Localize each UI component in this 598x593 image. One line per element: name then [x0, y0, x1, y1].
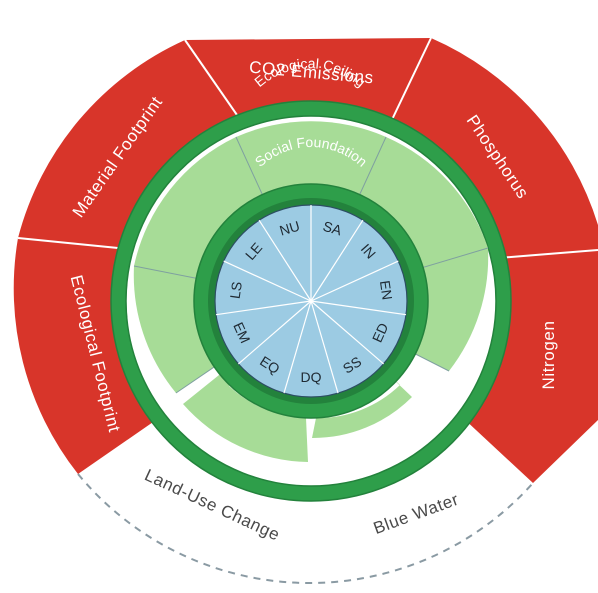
- overshoot-layer: [13, 37, 598, 584]
- overshoot-sector-material-footprint: [18, 40, 246, 248]
- sector-divider-2: [387, 37, 432, 129]
- boundary-label-nitrogen: Nitrogen: [539, 320, 558, 389]
- indicator-spoke: [223, 260, 312, 302]
- indicator-spoke: [310, 300, 384, 365]
- indicator-spoke: [310, 300, 407, 316]
- indicator-spoke: [310, 260, 399, 302]
- indicator-label-nu: NU: [278, 218, 302, 239]
- indicator-label-en: EN: [377, 279, 396, 301]
- overshoot-sector-ecological-footprint: [13, 238, 157, 474]
- indicator-spoke: [238, 300, 312, 365]
- safe-sector-land-use: [183, 301, 311, 462]
- overshoot-sector-nitrogen: [462, 250, 598, 483]
- sector-divider-1: [184, 39, 247, 129]
- indicator-spoke: [310, 300, 339, 394]
- safe-sector-blue-water: [311, 301, 412, 439]
- indicator-spoke: [215, 300, 312, 316]
- overshoot-sector-co2: [185, 38, 431, 128]
- sector-divider-3: [497, 249, 598, 259]
- indicator-spoke: [258, 219, 312, 302]
- indicator-label-ls: LS: [227, 281, 245, 300]
- indicator-spoke: [310, 219, 364, 302]
- indicator-label-ed: ED: [369, 320, 392, 344]
- indicator-label-em: EM: [230, 320, 253, 346]
- indicator-label-dq: DQ: [301, 369, 322, 385]
- sector-divider-4: [17, 237, 119, 249]
- indicator-label-sa: SA: [321, 218, 344, 239]
- indicator-spoke: [283, 300, 312, 394]
- boundary-label-blue-water: Blue Water: [371, 490, 462, 538]
- overshoot-sector-phosphorus: [388, 38, 598, 258]
